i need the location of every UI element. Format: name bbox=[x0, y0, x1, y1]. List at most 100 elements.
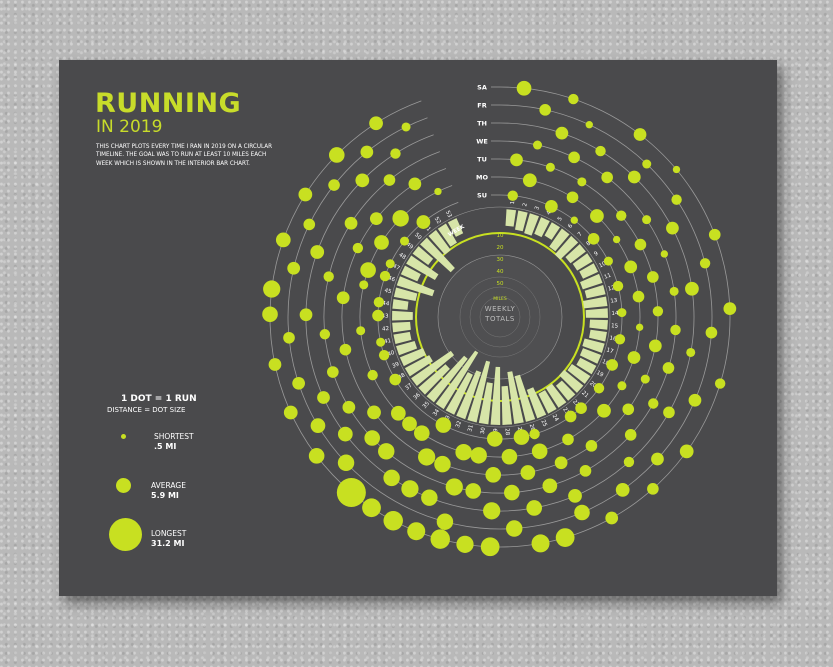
chart-subtitle: IN 2019 bbox=[96, 117, 163, 137]
run-dot bbox=[436, 513, 454, 530]
center-grid-ring bbox=[469, 286, 531, 348]
run-dot bbox=[378, 349, 390, 361]
run-dot bbox=[660, 250, 669, 258]
run-dot bbox=[685, 281, 699, 296]
day-label-fr: FR bbox=[477, 102, 486, 110]
run-dot bbox=[624, 429, 637, 441]
run-dot bbox=[723, 302, 737, 316]
run-dot bbox=[633, 128, 647, 141]
week-tick-label: 51 bbox=[422, 224, 431, 233]
run-dot bbox=[385, 259, 395, 269]
run-dot bbox=[612, 235, 621, 244]
weekly-bar-week-15 bbox=[589, 319, 608, 330]
week-tick-label: 22 bbox=[571, 399, 580, 408]
run-dot bbox=[648, 398, 659, 409]
run-dot bbox=[504, 484, 520, 501]
week-tick-label: 42 bbox=[382, 326, 390, 333]
week-tick-label: 53 bbox=[444, 210, 453, 219]
run-dot bbox=[434, 455, 451, 473]
legend-label-longest: LONGEST bbox=[151, 529, 187, 538]
week-tick-label: 15 bbox=[611, 323, 619, 330]
run-dot bbox=[555, 528, 575, 547]
weekly-bar-week-37 bbox=[411, 350, 455, 386]
legend-label-average: AVERAGE bbox=[151, 481, 186, 490]
weekly-bar-week-33 bbox=[445, 372, 473, 415]
weekly-bar-week-38 bbox=[404, 355, 433, 377]
run-dot bbox=[662, 362, 675, 374]
legend-value-longest: 31.2 MI bbox=[151, 538, 185, 548]
weekly-bar-week-6 bbox=[549, 228, 570, 252]
run-dot bbox=[670, 324, 681, 336]
legend-value-shortest: .5 MI bbox=[154, 441, 177, 451]
run-dot bbox=[455, 443, 472, 461]
run-dot bbox=[614, 334, 626, 345]
run-dot bbox=[539, 104, 551, 116]
run-dot bbox=[568, 151, 580, 164]
run-dot bbox=[566, 191, 579, 204]
run-dot bbox=[686, 347, 696, 357]
miles-tick-label: 30 bbox=[497, 257, 504, 263]
weekly-bar-week-53 bbox=[447, 218, 464, 237]
run-dot bbox=[568, 93, 579, 105]
run-dot bbox=[383, 469, 400, 487]
miles-tick-label: 50 bbox=[497, 281, 504, 287]
run-dot bbox=[627, 351, 641, 364]
run-dot bbox=[480, 537, 500, 557]
weekly-bar-week-8 bbox=[565, 244, 586, 264]
week-tick-label: 20 bbox=[588, 380, 598, 389]
run-dot bbox=[360, 145, 374, 159]
week-tick-label: 12 bbox=[607, 285, 615, 293]
week-tick-label: 3 bbox=[534, 205, 541, 211]
run-dot bbox=[510, 153, 523, 167]
run-dot bbox=[564, 410, 577, 423]
weekly-bar-week-45 bbox=[393, 287, 418, 302]
weekly-bar-week-22 bbox=[555, 380, 576, 401]
run-dot bbox=[595, 145, 606, 157]
week-tick-label: 44 bbox=[382, 301, 390, 308]
run-dot bbox=[486, 431, 503, 447]
run-dot bbox=[319, 329, 331, 340]
week-tick-label: 41 bbox=[384, 338, 392, 345]
week-tick-label: 14 bbox=[611, 311, 619, 317]
run-dot bbox=[606, 359, 619, 371]
run-dot bbox=[390, 148, 401, 159]
legend-item-longest: LONGEST 31.2 MI bbox=[151, 529, 186, 548]
day-label-sa: SA bbox=[477, 84, 487, 92]
weekly-bar-week-26 bbox=[514, 374, 536, 422]
week-tick-label: 4 bbox=[546, 210, 553, 216]
run-dot bbox=[575, 402, 587, 414]
legend-item-average: AVERAGE 5.9 MI bbox=[151, 481, 186, 500]
week-tick-label: 52 bbox=[433, 216, 442, 225]
run-dot bbox=[699, 258, 711, 269]
run-dot bbox=[624, 260, 638, 274]
run-dot bbox=[389, 373, 402, 386]
run-dot bbox=[554, 456, 568, 470]
weekly-bar-week-49 bbox=[412, 246, 434, 265]
run-dot bbox=[383, 510, 403, 531]
run-dot bbox=[362, 498, 381, 518]
run-dot bbox=[590, 209, 604, 223]
run-dot bbox=[617, 308, 627, 318]
run-dot bbox=[605, 511, 619, 525]
week-tick-label: 1 bbox=[510, 201, 516, 205]
week-tick-label: 2 bbox=[522, 203, 529, 208]
week-tick-label: 28 bbox=[503, 428, 509, 436]
run-dot bbox=[648, 339, 662, 353]
weekly-bar-week-34 bbox=[435, 350, 479, 410]
weekly-bar-week-21 bbox=[559, 369, 584, 393]
run-dot bbox=[402, 416, 417, 432]
run-dot bbox=[445, 478, 463, 496]
week-tick-label: 18 bbox=[601, 359, 610, 367]
week-tick-label: 6 bbox=[567, 223, 574, 230]
run-dot bbox=[529, 428, 540, 440]
run-dot bbox=[601, 171, 613, 184]
legend-value-average: 5.9 MI bbox=[151, 490, 179, 500]
week-tick-label: 11 bbox=[603, 273, 612, 281]
weekly-bar-week-17 bbox=[582, 338, 605, 353]
run-dot bbox=[378, 443, 395, 460]
weekly-bar-week-5 bbox=[544, 222, 561, 240]
run-dot bbox=[328, 179, 340, 191]
day-ring-mo bbox=[359, 176, 641, 458]
run-dot bbox=[336, 291, 350, 305]
run-dot bbox=[545, 199, 558, 213]
